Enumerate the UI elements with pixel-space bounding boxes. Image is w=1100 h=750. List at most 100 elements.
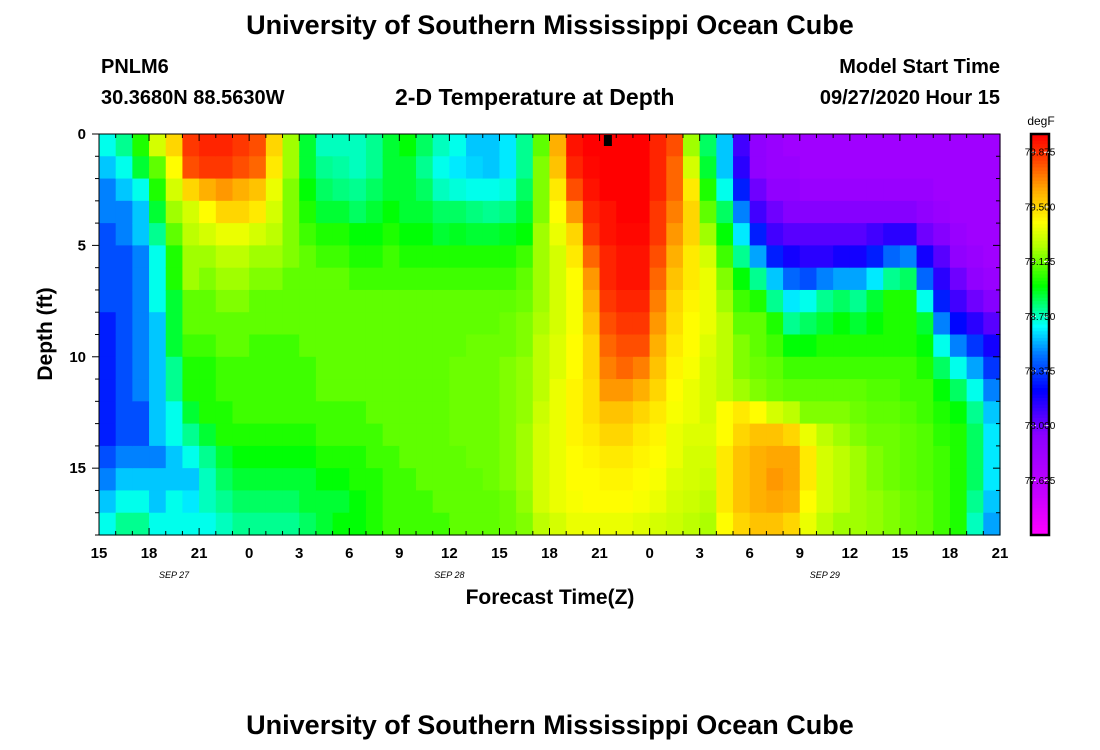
heat-cell — [883, 490, 901, 514]
x-tick-label: 6 — [345, 545, 353, 562]
heat-cell — [816, 289, 834, 313]
heat-cell — [983, 289, 1001, 313]
heat-cell — [616, 334, 634, 358]
heat-cell — [549, 156, 567, 180]
heat-cell — [265, 134, 284, 157]
heat-cell — [966, 490, 984, 514]
heat-cell — [716, 356, 734, 380]
heat-cell — [933, 423, 951, 447]
date-label: SEP 29 — [810, 570, 840, 580]
heat-cell — [299, 312, 317, 336]
heat-cell — [232, 289, 250, 313]
heat-cell — [249, 289, 267, 313]
heat-cell — [749, 267, 768, 291]
heat-cell — [416, 490, 434, 514]
heat-cell — [482, 468, 501, 492]
heat-cell — [315, 289, 334, 313]
heat-cell — [682, 312, 701, 336]
heat-cell — [349, 401, 367, 425]
heat-cell — [365, 200, 384, 224]
heat-cell — [282, 267, 300, 291]
heat-cell — [299, 468, 317, 492]
heat-cell — [332, 245, 350, 269]
heat-cell — [132, 178, 150, 202]
heat-cell — [99, 156, 117, 180]
heat-cell — [666, 423, 684, 447]
heat-cell — [365, 468, 384, 492]
heat-cell — [499, 267, 517, 291]
heat-cell — [199, 334, 217, 358]
heat-cell — [349, 289, 367, 313]
heat-cell — [532, 156, 551, 180]
heat-cell — [265, 178, 284, 202]
heat-cell — [382, 200, 400, 224]
heat-cell — [949, 445, 968, 469]
heat-cell — [399, 134, 417, 157]
heat-cell — [232, 134, 250, 157]
heat-cell — [883, 423, 901, 447]
heat-cell — [833, 178, 851, 202]
heat-cell — [649, 379, 667, 402]
y-tick-label: 10 — [69, 349, 86, 366]
heat-cell — [132, 334, 150, 358]
heat-cell — [449, 379, 467, 402]
colorbar-segment — [1031, 287, 1049, 292]
heat-cell — [115, 200, 133, 224]
heat-cell — [716, 334, 734, 358]
colorbar-segment — [1031, 351, 1049, 356]
heat-cell — [766, 356, 784, 380]
heat-cell — [449, 356, 467, 380]
heat-cell — [315, 423, 334, 447]
heat-cell — [649, 468, 667, 492]
heat-cell — [449, 245, 467, 269]
heat-cell — [699, 356, 717, 380]
heat-cell — [299, 334, 317, 358]
heat-cell — [933, 200, 951, 224]
heat-cell — [182, 468, 200, 492]
heat-cell — [349, 379, 367, 402]
heat-cell — [399, 468, 417, 492]
colorbar-segment — [1031, 224, 1049, 229]
heat-cell — [199, 178, 217, 202]
heat-cell — [299, 401, 317, 425]
colorbar-segment — [1031, 267, 1049, 272]
heat-cell — [182, 334, 200, 358]
heat-cell — [966, 134, 984, 157]
heat-cell — [766, 379, 784, 402]
heat-cell — [933, 445, 951, 469]
heat-cell — [849, 445, 868, 469]
heat-cell — [466, 379, 484, 402]
colorbar-segment — [1031, 511, 1049, 516]
heat-cell — [866, 334, 884, 358]
colorbar-segment — [1031, 157, 1049, 162]
colorbar-tick-label: 78.750 — [1025, 312, 1056, 323]
heat-cell — [682, 178, 701, 202]
heat-cell — [182, 245, 200, 269]
heat-cell — [749, 223, 768, 246]
heat-cell — [716, 267, 734, 291]
heat-cell — [983, 156, 1001, 180]
heat-cell — [949, 134, 968, 157]
heat-cell — [149, 490, 167, 514]
heat-cell — [132, 267, 150, 291]
heat-cell — [132, 468, 150, 492]
heat-cell — [799, 223, 818, 246]
heat-cell — [182, 512, 200, 536]
heat-cell — [582, 289, 601, 313]
colorbar-segment — [1031, 204, 1049, 209]
heat-cell — [249, 178, 267, 202]
colorbar-segment — [1031, 468, 1049, 473]
heat-cell — [599, 401, 617, 425]
colorbar-segment — [1031, 314, 1049, 319]
heat-cell — [966, 512, 984, 536]
colorbar-segment — [1031, 458, 1049, 462]
heat-cell — [516, 200, 534, 224]
heat-cell — [849, 156, 868, 180]
heat-cell — [916, 468, 934, 492]
heat-cell — [149, 356, 167, 380]
colorbar-segment — [1031, 167, 1049, 172]
heat-cell — [132, 512, 150, 536]
heat-cell — [232, 200, 250, 224]
heat-cell — [432, 178, 450, 202]
heat-cell — [399, 178, 417, 202]
